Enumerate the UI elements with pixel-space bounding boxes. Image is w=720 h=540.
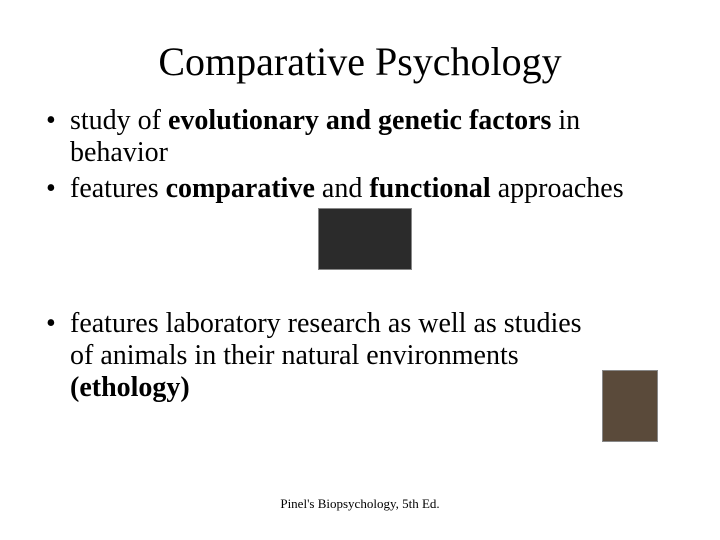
bullet-2: features comparative and functional appr…	[70, 173, 660, 269]
slide: Comparative Psychology study of evolutio…	[0, 0, 720, 540]
hands-image	[318, 208, 412, 270]
slide-title: Comparative Psychology	[0, 0, 720, 105]
bullet-2-bold-a: comparative	[166, 173, 315, 204]
bullet-1: study of evolutionary and genetic factor…	[70, 105, 660, 169]
chimp-image	[602, 370, 658, 442]
bullet-2-bold-b: functional	[369, 173, 490, 204]
bullet-3: features laboratory research as well as …	[70, 308, 660, 405]
bullet-1-bold-a: evolutionary and genetic factors	[168, 105, 551, 136]
footer-citation: Pinel's Biopsychology, 5th Ed.	[0, 496, 720, 512]
bullet-2-text-a: features	[70, 173, 166, 204]
bullet-2-text-b: and	[315, 173, 369, 204]
bullet-1-text-a: study of	[70, 105, 168, 136]
bullet-list: study of evolutionary and genetic factor…	[0, 105, 720, 404]
bullet-2-text-c: approaches	[491, 173, 624, 204]
bullet-3-text-a: features laboratory research as well as …	[70, 308, 582, 371]
spacer	[70, 274, 660, 308]
bullet-3-bold-a: (ethology)	[70, 372, 190, 403]
